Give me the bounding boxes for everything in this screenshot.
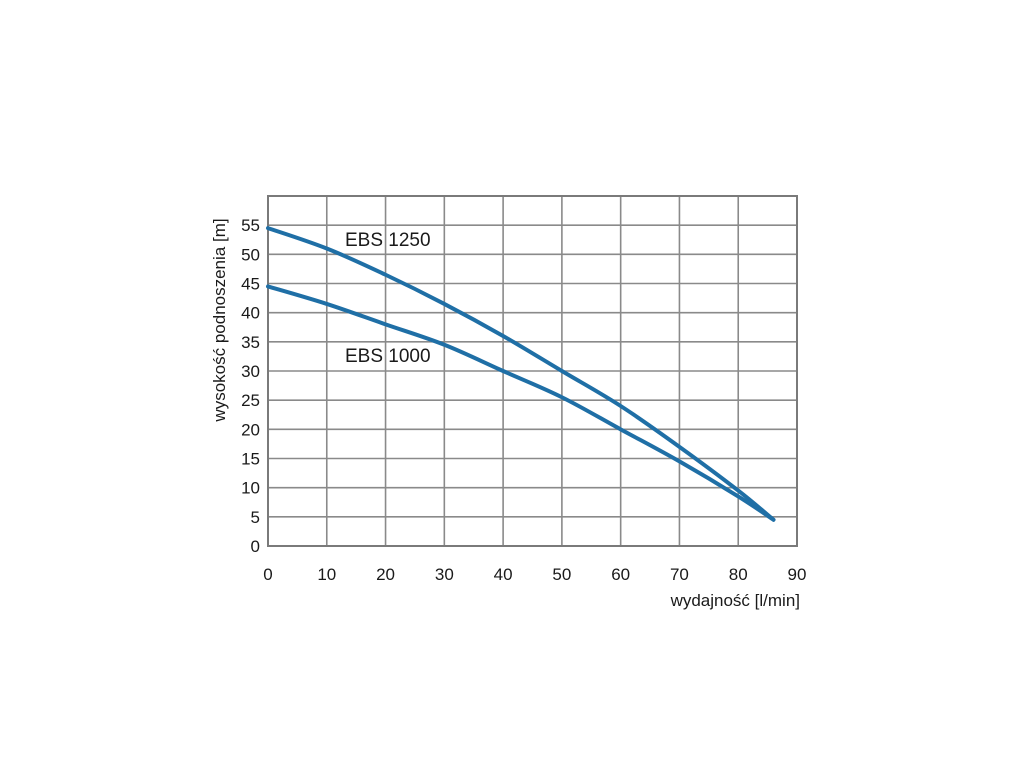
series-line-ebs-1000 [266,284,776,522]
y-tick-label: 35 [241,333,260,352]
x-tick-label: 40 [494,565,513,584]
y-tick-label: 55 [241,216,260,235]
plot-frame [267,195,798,547]
y-tick-label: 50 [241,245,260,264]
x-tick-label: 70 [670,565,689,584]
x-tick-label: 30 [435,565,454,584]
series-label-ebs-1000: EBS 1000 [345,346,431,367]
grid [267,195,798,547]
y-tick-label: 0 [251,537,260,556]
y-tick-label: 15 [241,450,260,469]
x-tick-label: 80 [729,565,748,584]
series-lines [266,226,776,522]
tick-labels: 0 10 20 30 40 50 60 70 80 90 0 5 10 15 20 25 30 35 40 45 50 5… [241,216,806,584]
y-tick-label: 40 [241,304,260,323]
x-tick-label: 90 [788,565,807,584]
y-tick-label: 20 [241,420,260,439]
y-tick-label: 30 [241,362,260,381]
series-line-ebs-1250 [266,226,776,522]
x-tick-label: 50 [552,565,571,584]
series-label-ebs-1250: EBS 1250 [345,230,431,251]
y-tick-label: 5 [251,508,260,527]
x-tick-label: 0 [263,565,272,584]
x-axis-label: wydajność [l/min] [670,591,800,610]
y-tick-label: 45 [241,275,260,294]
y-tick-label: 25 [241,391,260,410]
y-tick-label: 10 [241,479,260,498]
x-tick-label: 60 [611,565,630,584]
x-tick-label: 10 [317,565,336,584]
y-axis-label: wysokość podnoszenia [m] [210,218,229,422]
x-tick-label: 20 [376,565,395,584]
